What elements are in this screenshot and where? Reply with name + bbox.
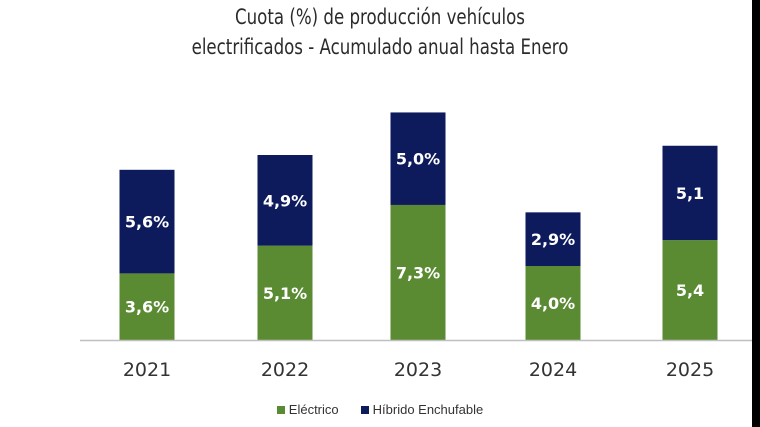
legend: Eléctrico Híbrido Enchufable [0,402,760,417]
data-label-hibrido-2025: 5,1 [676,184,704,203]
data-label-electrico-2021: 3,6% [125,298,169,317]
data-label-hibrido-2023: 5,0% [396,150,440,169]
title-line-1: Cuota (%) de producción vehículos [235,5,525,29]
bar-hibrido-2023 [390,112,446,205]
bar-electrico-2024 [525,266,581,340]
bar-electrico-2025 [662,240,718,340]
right-border [752,0,760,427]
data-label-hibrido-2021: 5,6% [125,213,169,232]
x-tick-label-2024: 2024 [529,359,577,381]
data-label-hibrido-2022: 4,9% [263,191,307,210]
legend-label-hibrido: Híbrido Enchufable [372,402,484,417]
legend-swatch-hibrido [360,405,369,414]
x-tick-label-2025: 2025 [666,359,714,381]
data-label-hibrido-2024: 2,9% [531,230,575,249]
legend-item-electrico: Eléctrico [276,402,339,417]
x-tick-label-2023: 2023 [394,359,442,381]
legend-swatch-electrico [276,405,285,414]
data-label-electrico-2023: 7,3% [396,263,440,282]
bar-hibrido-2024 [525,212,581,266]
title-line-2: electrificados - Acumulado anual hasta E… [191,35,569,59]
bar-electrico-2023 [390,204,446,340]
legend-label-electrico: Eléctrico [288,402,339,417]
data-label-electrico-2022: 5,1% [263,284,307,303]
data-label-electrico-2024: 4,0% [531,294,575,313]
bar-electrico-2021 [119,273,175,340]
x-tick-label-2021: 2021 [123,359,171,381]
chart-title: Cuota (%) de producción vehículos electr… [134,2,627,62]
legend-item-hibrido: Híbrido Enchufable [360,402,484,417]
bar-electrico-2022 [257,245,313,340]
bar-hibrido-2021 [119,169,175,274]
data-label-electrico-2025: 5,4 [676,281,704,300]
bar-hibrido-2022 [257,155,313,246]
x-tick-label-2022: 2022 [261,359,309,381]
bar-hibrido-2025 [662,145,718,241]
